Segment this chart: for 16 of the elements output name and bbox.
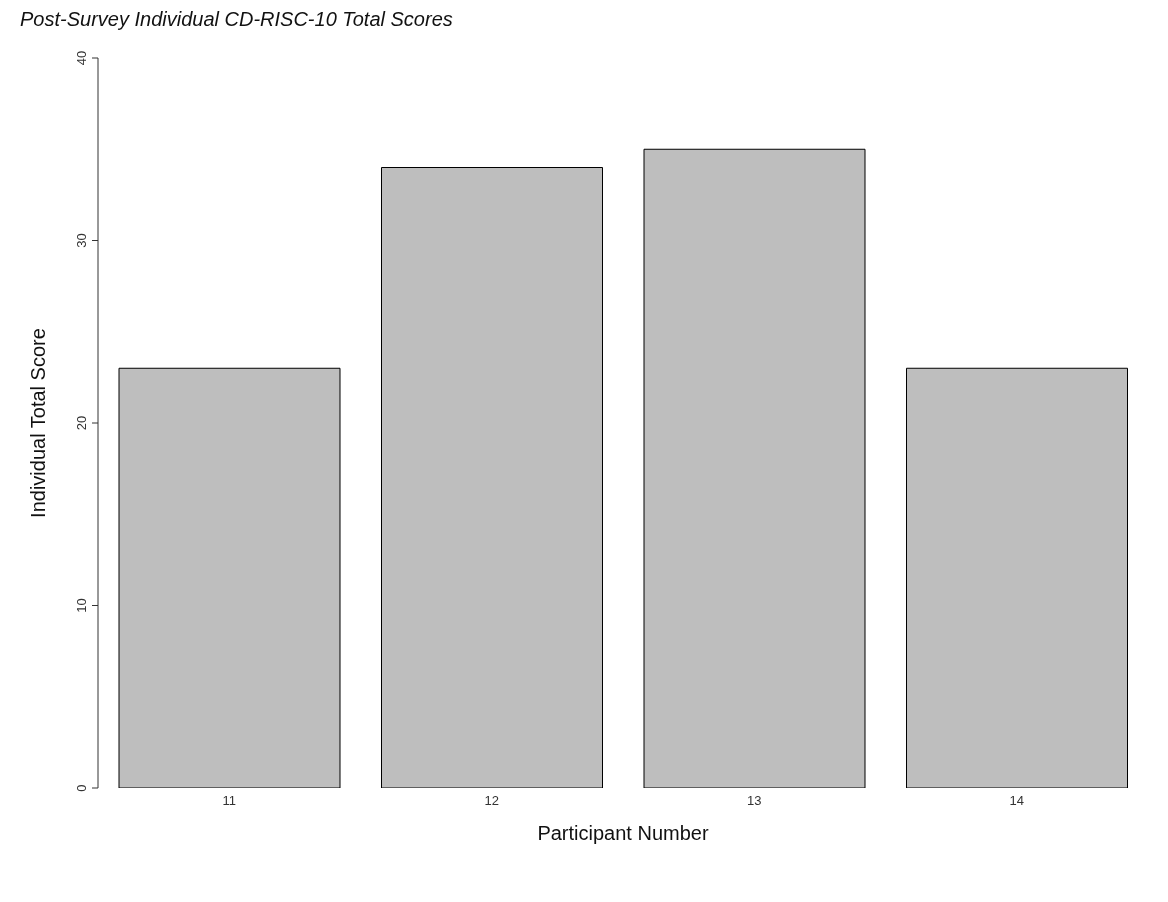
x-tick-label: 13 bbox=[747, 793, 762, 809]
y-axis-title: Individual Total Score bbox=[27, 328, 50, 518]
bar bbox=[643, 148, 866, 788]
y-tick-label: 0 bbox=[74, 784, 89, 792]
bar bbox=[381, 167, 603, 788]
x-tick-label: 14 bbox=[1009, 793, 1024, 809]
y-tick-label: 20 bbox=[74, 415, 89, 431]
x-tick-label: 11 bbox=[222, 793, 236, 809]
y-tick-label: 40 bbox=[74, 50, 89, 66]
bar bbox=[118, 367, 341, 788]
chart-title: Post-Survey Individual CD-RISC-10 Total Scores bbox=[20, 8, 453, 31]
x-axis-title: Participant Number bbox=[537, 822, 709, 844]
bar bbox=[906, 367, 1128, 788]
y-tick-label: 30 bbox=[74, 233, 89, 248]
x-tick-label: 12 bbox=[484, 793, 499, 809]
y-tick-label: 10 bbox=[74, 598, 89, 613]
